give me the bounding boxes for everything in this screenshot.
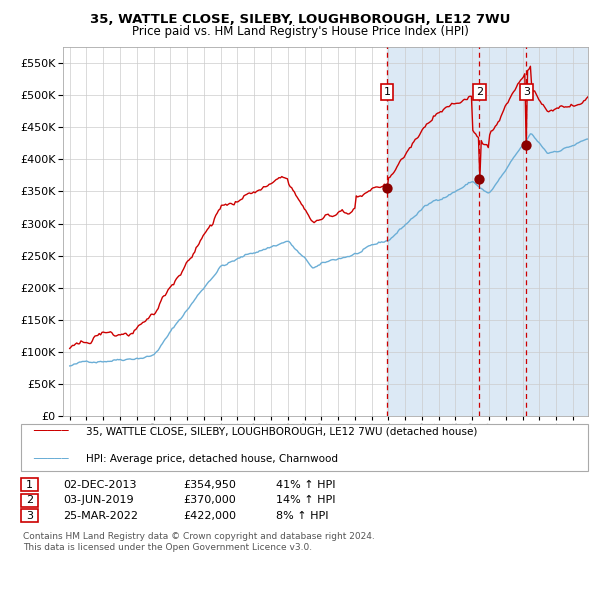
Text: ─────: ───── — [33, 453, 68, 466]
Text: 25-MAR-2022: 25-MAR-2022 — [63, 511, 138, 520]
Text: Price paid vs. HM Land Registry's House Price Index (HPI): Price paid vs. HM Land Registry's House … — [131, 25, 469, 38]
Text: 41% ↑ HPI: 41% ↑ HPI — [276, 480, 335, 490]
Text: This data is licensed under the Open Government Licence v3.0.: This data is licensed under the Open Gov… — [23, 543, 312, 552]
Text: 1: 1 — [26, 480, 33, 490]
Text: 35, WATTLE CLOSE, SILEBY, LOUGHBOROUGH, LE12 7WU: 35, WATTLE CLOSE, SILEBY, LOUGHBOROUGH, … — [90, 13, 510, 26]
Text: 2: 2 — [26, 496, 33, 505]
Text: £354,950: £354,950 — [183, 480, 236, 490]
Text: 03-JUN-2019: 03-JUN-2019 — [63, 496, 134, 505]
Point — [521, 140, 531, 150]
Text: 8% ↑ HPI: 8% ↑ HPI — [276, 511, 329, 520]
Text: £370,000: £370,000 — [183, 496, 236, 505]
Text: ─────: ───── — [33, 425, 68, 438]
Bar — [387, 47, 588, 416]
Text: 2: 2 — [476, 87, 483, 97]
Text: 35, WATTLE CLOSE, SILEBY, LOUGHBOROUGH, LE12 7WU (detached house): 35, WATTLE CLOSE, SILEBY, LOUGHBOROUGH, … — [86, 427, 477, 437]
Point — [382, 183, 392, 193]
Text: 3: 3 — [523, 87, 530, 97]
Text: HPI: Average price, detached house, Charnwood: HPI: Average price, detached house, Char… — [86, 454, 338, 464]
Text: £422,000: £422,000 — [183, 511, 236, 520]
Text: 3: 3 — [26, 511, 33, 520]
Text: Contains HM Land Registry data © Crown copyright and database right 2024.: Contains HM Land Registry data © Crown c… — [23, 532, 374, 541]
Text: 1: 1 — [383, 87, 391, 97]
Text: 14% ↑ HPI: 14% ↑ HPI — [276, 496, 335, 505]
Point — [475, 174, 484, 183]
Text: 02-DEC-2013: 02-DEC-2013 — [63, 480, 137, 490]
